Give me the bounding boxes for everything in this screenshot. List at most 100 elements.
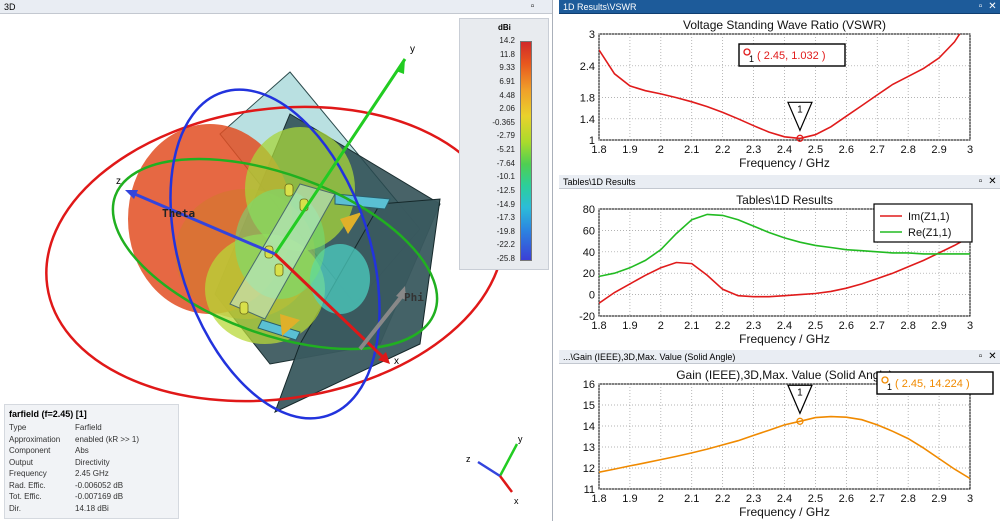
legend-label: Re(Z1,1): [908, 227, 951, 239]
colorbar-tick: -10.1: [496, 172, 515, 182]
info-key: Dir.: [9, 503, 21, 513]
y-tick-label: 2.4: [580, 61, 595, 73]
maximize-icon[interactable]: ▫: [530, 1, 535, 12]
x-tick-label: 2.8: [901, 320, 916, 332]
x-tick-label: 2.7: [870, 144, 885, 156]
info-value: Farfield: [75, 423, 102, 432]
y-tick-label: 13: [583, 442, 595, 454]
x-axis-label: Frequency / GHz: [739, 332, 830, 346]
marker-flag: [787, 384, 813, 415]
farfield-3d-panel[interactable]: 3D ▫ y: [0, 0, 553, 521]
z-axis: [129, 190, 276, 256]
marker-readout-index: 1: [749, 54, 754, 64]
panel-title-vswr: 1D Results\VSWR: [563, 2, 637, 12]
info-title: farfield (f=2.45) [1]: [9, 409, 87, 419]
farfield-3d-view[interactable]: y z x Phi Theta y z x: [0, 14, 553, 521]
colorbar-tick: -0.365: [492, 117, 515, 127]
colorbar-gradient: [520, 41, 532, 261]
info-key: Type: [9, 423, 27, 432]
colorbar-tick: -17.3: [496, 213, 515, 223]
marker-readout-text: ( 2.45, 1.032 ): [757, 50, 826, 62]
connector-upper: [340, 212, 362, 234]
series-line: [599, 415, 970, 480]
maximize-icon[interactable]: ▫: [978, 351, 983, 362]
vswr-chart[interactable]: Voltage Standing Wave Ratio (VSWR) 1.8 1.9…: [559, 14, 1000, 172]
close-icon[interactable]: ✕: [988, 176, 997, 187]
marker-point: [796, 134, 804, 142]
impedance-chart[interactable]: Tables\1D Results 1.8 1.9 2 2.1 2.2 2.3 2.4 2.5 2…: [559, 189, 1000, 348]
triad-z-label: z: [466, 454, 471, 464]
phi-arrow-head: [396, 286, 406, 300]
x-tick-label: 3: [967, 493, 973, 505]
colorbar-unit: dBi: [498, 23, 511, 32]
x-tick-label: 2.4: [777, 144, 792, 156]
tables-panel[interactable]: Tables\1D Results ▫ ✕ Tables\1D Results 1…: [559, 175, 1000, 348]
panel-titlebar-tables[interactable]: Tables\1D Results ▫ ✕: [559, 175, 1000, 189]
phi-label: Phi: [404, 291, 424, 304]
chart-title: Voltage Standing Wave Ratio (VSWR): [683, 18, 886, 32]
info-key: Tot. Effic.: [9, 492, 42, 501]
x-tick-label: 2.5: [808, 493, 823, 505]
y-tick-label: 12: [583, 463, 595, 475]
x-tick-label: 2.2: [715, 144, 730, 156]
x-tick-label: 2.5: [808, 320, 823, 332]
panel-titlebar-gain[interactable]: ...\Gain (IEEE),3D,Max. Value (Solid Ang…: [559, 350, 1000, 364]
x-axis-arrow: [378, 352, 390, 364]
x-tick-label: 2.6: [839, 320, 854, 332]
maximize-icon[interactable]: ▫: [978, 176, 983, 187]
x-tick-label: 1.8: [591, 144, 606, 156]
y-tick-label: 14: [583, 421, 595, 433]
close-icon[interactable]: ✕: [988, 1, 997, 12]
marker-readout-icon: [743, 48, 751, 56]
gain-chart[interactable]: Gain (IEEE),3D,Max. Value (Solid Angle) 1…: [559, 364, 1000, 521]
y-axis-label: y: [410, 44, 415, 55]
triad-x-label: x: [514, 496, 519, 506]
x-tick-label: 1.9: [622, 144, 637, 156]
x-axis-label: Frequency / GHz: [739, 505, 830, 519]
colorbar-tick: 4.48: [499, 90, 515, 100]
x-tick-label: 1.9: [622, 493, 637, 505]
x-tick-label: 2.3: [746, 320, 761, 332]
info-key: Approximation: [9, 434, 61, 444]
panel-titlebar-vswr[interactable]: 1D Results\VSWR ▫ ✕: [559, 0, 1000, 14]
x-tick-label: 2.2: [715, 320, 730, 332]
info-row: Approximation enabled (kR >> 1): [9, 435, 179, 444]
x-tick-label: 2.1: [684, 144, 699, 156]
info-value: 14.18 dBi: [75, 503, 109, 513]
info-value: -0.006052 dB: [75, 480, 124, 490]
info-row: Output Directivity: [9, 458, 179, 467]
colorbar-tick: -14.9: [496, 199, 515, 209]
triad-z-axis: [477, 460, 501, 478]
x-tick-label: 2.6: [839, 493, 854, 505]
maximize-icon[interactable]: ▫: [978, 1, 983, 12]
y-tick-label: 1.8: [580, 93, 595, 105]
triad-y-axis: [498, 443, 519, 477]
panel-title-3d: 3D: [4, 2, 16, 12]
x-tick-label: 2.4: [777, 320, 792, 332]
gain-panel[interactable]: ...\Gain (IEEE),3D,Max. Value (Solid Ang…: [559, 350, 1000, 521]
y-tick-label: 40: [583, 247, 595, 259]
farfield-info-box: farfield (f=2.45) [1] Type Farfield Approx…: [4, 404, 179, 519]
y-tick-label: 16: [583, 379, 595, 391]
info-row: Tot. Effic. -0.007169 dB: [9, 492, 179, 501]
colorbar-legend: dBi 14.2 11.8 9.33 6.91 4.48 2.06 -0.365 -2.79 -…: [459, 18, 549, 270]
legend-label: Im(Z1,1): [908, 211, 950, 223]
series-line: [599, 34, 961, 140]
x-axis-label: Frequency / GHz: [739, 156, 830, 170]
theta-label: Theta: [162, 207, 195, 220]
panel-titlebar-3d[interactable]: 3D ▫: [0, 0, 552, 14]
x-tick-label: 2.7: [870, 320, 885, 332]
z-axis-label: z: [116, 176, 121, 187]
close-icon[interactable]: ✕: [988, 351, 997, 362]
marker-label: 1: [797, 387, 803, 398]
chart-title: Gain (IEEE),3D,Max. Value (Solid Angle): [676, 368, 893, 382]
phi-arrow: [358, 290, 407, 351]
feed-line-upper: [334, 193, 391, 210]
x-tick-label: 2.5: [808, 144, 823, 156]
vswr-panel[interactable]: 1D Results\VSWR ▫ ✕ Voltage Standing Wav…: [559, 0, 1000, 172]
colorbar-tick: 9.33: [499, 63, 515, 73]
info-value: Directivity: [75, 457, 110, 467]
y-tick-label: 1.4: [580, 114, 595, 126]
y-tick-label: -20: [579, 311, 595, 323]
series-line: [599, 236, 970, 304]
